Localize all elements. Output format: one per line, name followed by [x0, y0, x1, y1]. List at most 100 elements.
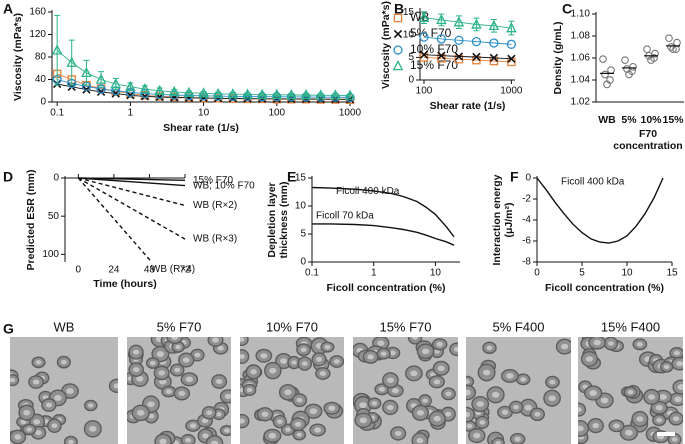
cell-center: [625, 429, 633, 436]
data-point: [673, 38, 681, 47]
data-point: [665, 34, 673, 43]
marker: [300, 88, 312, 100]
cell-center: [35, 430, 42, 436]
cells: [466, 338, 571, 444]
x-tick-label: 10%: [640, 114, 662, 126]
marker: [212, 87, 224, 99]
y-axis-title: Interaction energy(μJ/m²): [491, 174, 515, 265]
cell-center: [60, 359, 67, 365]
line-label: WB (R×2): [193, 200, 237, 211]
x-axis-title: Ficoll concentration (%): [545, 282, 664, 294]
x-axis-title: F70 concentration: [613, 128, 682, 152]
cell: [205, 435, 224, 444]
cell-center: [246, 387, 253, 393]
data-point: [625, 70, 633, 79]
cell-center: [156, 351, 165, 357]
y-tick-label: 80: [35, 52, 47, 63]
cell-center: [608, 341, 614, 346]
cell-center: [309, 408, 318, 415]
micrograph-label: 5% F400: [492, 319, 544, 334]
cell-center: [32, 379, 40, 385]
cell-center: [513, 404, 519, 410]
data-point: [621, 56, 629, 65]
marker: [51, 44, 63, 55]
cell: [166, 337, 183, 344]
cell-center: [185, 437, 192, 443]
cell-center: [412, 337, 419, 340]
x-tick-label: 0: [534, 268, 540, 279]
cell-center: [520, 377, 527, 382]
micrograph-label: 10% F70: [266, 319, 318, 334]
cell-center: [386, 404, 394, 411]
cell-center: [466, 423, 473, 429]
cell-center: [359, 417, 368, 424]
cell-center: [433, 379, 441, 385]
cell-center: [14, 434, 22, 440]
micrograph-label: 5% F70: [157, 319, 202, 334]
cell-center: [175, 344, 181, 350]
line-label: WB (R×3): [193, 234, 237, 245]
cell-center: [250, 369, 257, 375]
cell-center: [486, 345, 493, 351]
marker: [506, 22, 517, 33]
cell-center: [201, 418, 209, 424]
cell-center: [319, 371, 327, 376]
marker: [315, 89, 326, 100]
x-tick-label: 5: [579, 268, 585, 279]
cell-center: [285, 427, 291, 432]
marker: [471, 36, 482, 47]
x-axis-title-line: Ficoll concentration (%): [545, 282, 664, 294]
cell-center: [466, 411, 470, 418]
legend-marker: [393, 29, 403, 39]
cell-center: [159, 438, 167, 444]
cell-center: [240, 418, 245, 424]
cell-center: [51, 423, 58, 429]
cell-center: [224, 428, 230, 433]
data-point: [643, 45, 651, 54]
cell-center: [314, 427, 322, 433]
legend-marker: [393, 45, 403, 55]
cell-center: [89, 425, 97, 432]
cell-center: [672, 416, 680, 422]
marker: [242, 88, 253, 99]
y-axis-title: Density (g/mL): [552, 22, 564, 95]
cell-center: [315, 356, 323, 362]
x-axis-title: Shear rate (1/s): [163, 122, 239, 134]
cell-center: [524, 404, 533, 411]
cell-center: [501, 409, 509, 415]
data-point: [599, 55, 607, 63]
micrograph-label: 15% F70: [379, 319, 431, 334]
cell-center: [189, 423, 197, 429]
y-tick-label: 0: [408, 75, 414, 86]
marker: [489, 53, 499, 63]
y-tick-label: 0: [300, 257, 306, 268]
cell-center: [560, 343, 569, 350]
cell-center: [676, 360, 683, 367]
x-tick-label: 1000: [339, 108, 362, 119]
cell-center: [491, 391, 500, 398]
x-tick-label: 100: [268, 108, 285, 119]
legend-label: 15% F70: [410, 58, 458, 72]
cell-center: [636, 341, 643, 347]
cell-center: [333, 359, 340, 364]
cell-center: [328, 405, 336, 411]
error-bar: [83, 59, 90, 86]
cell-center: [174, 367, 181, 373]
cells: [127, 337, 231, 444]
cell-center: [380, 351, 387, 356]
cell-center: [202, 433, 209, 439]
cell-center: [386, 377, 394, 383]
cell-center: [648, 394, 656, 400]
cell-center: [656, 417, 663, 423]
cell-center: [132, 367, 140, 373]
connect-line: [57, 79, 351, 98]
line-label: WB; 10% F70: [193, 180, 255, 191]
panel-label: A: [3, 1, 13, 17]
cell-center: [66, 388, 74, 394]
cell-center: [445, 391, 452, 397]
y-tick-label: -2: [522, 194, 531, 205]
cell-center: [23, 409, 31, 416]
marker: [488, 19, 500, 31]
cell-center: [171, 337, 179, 341]
cell-center: [269, 367, 277, 374]
